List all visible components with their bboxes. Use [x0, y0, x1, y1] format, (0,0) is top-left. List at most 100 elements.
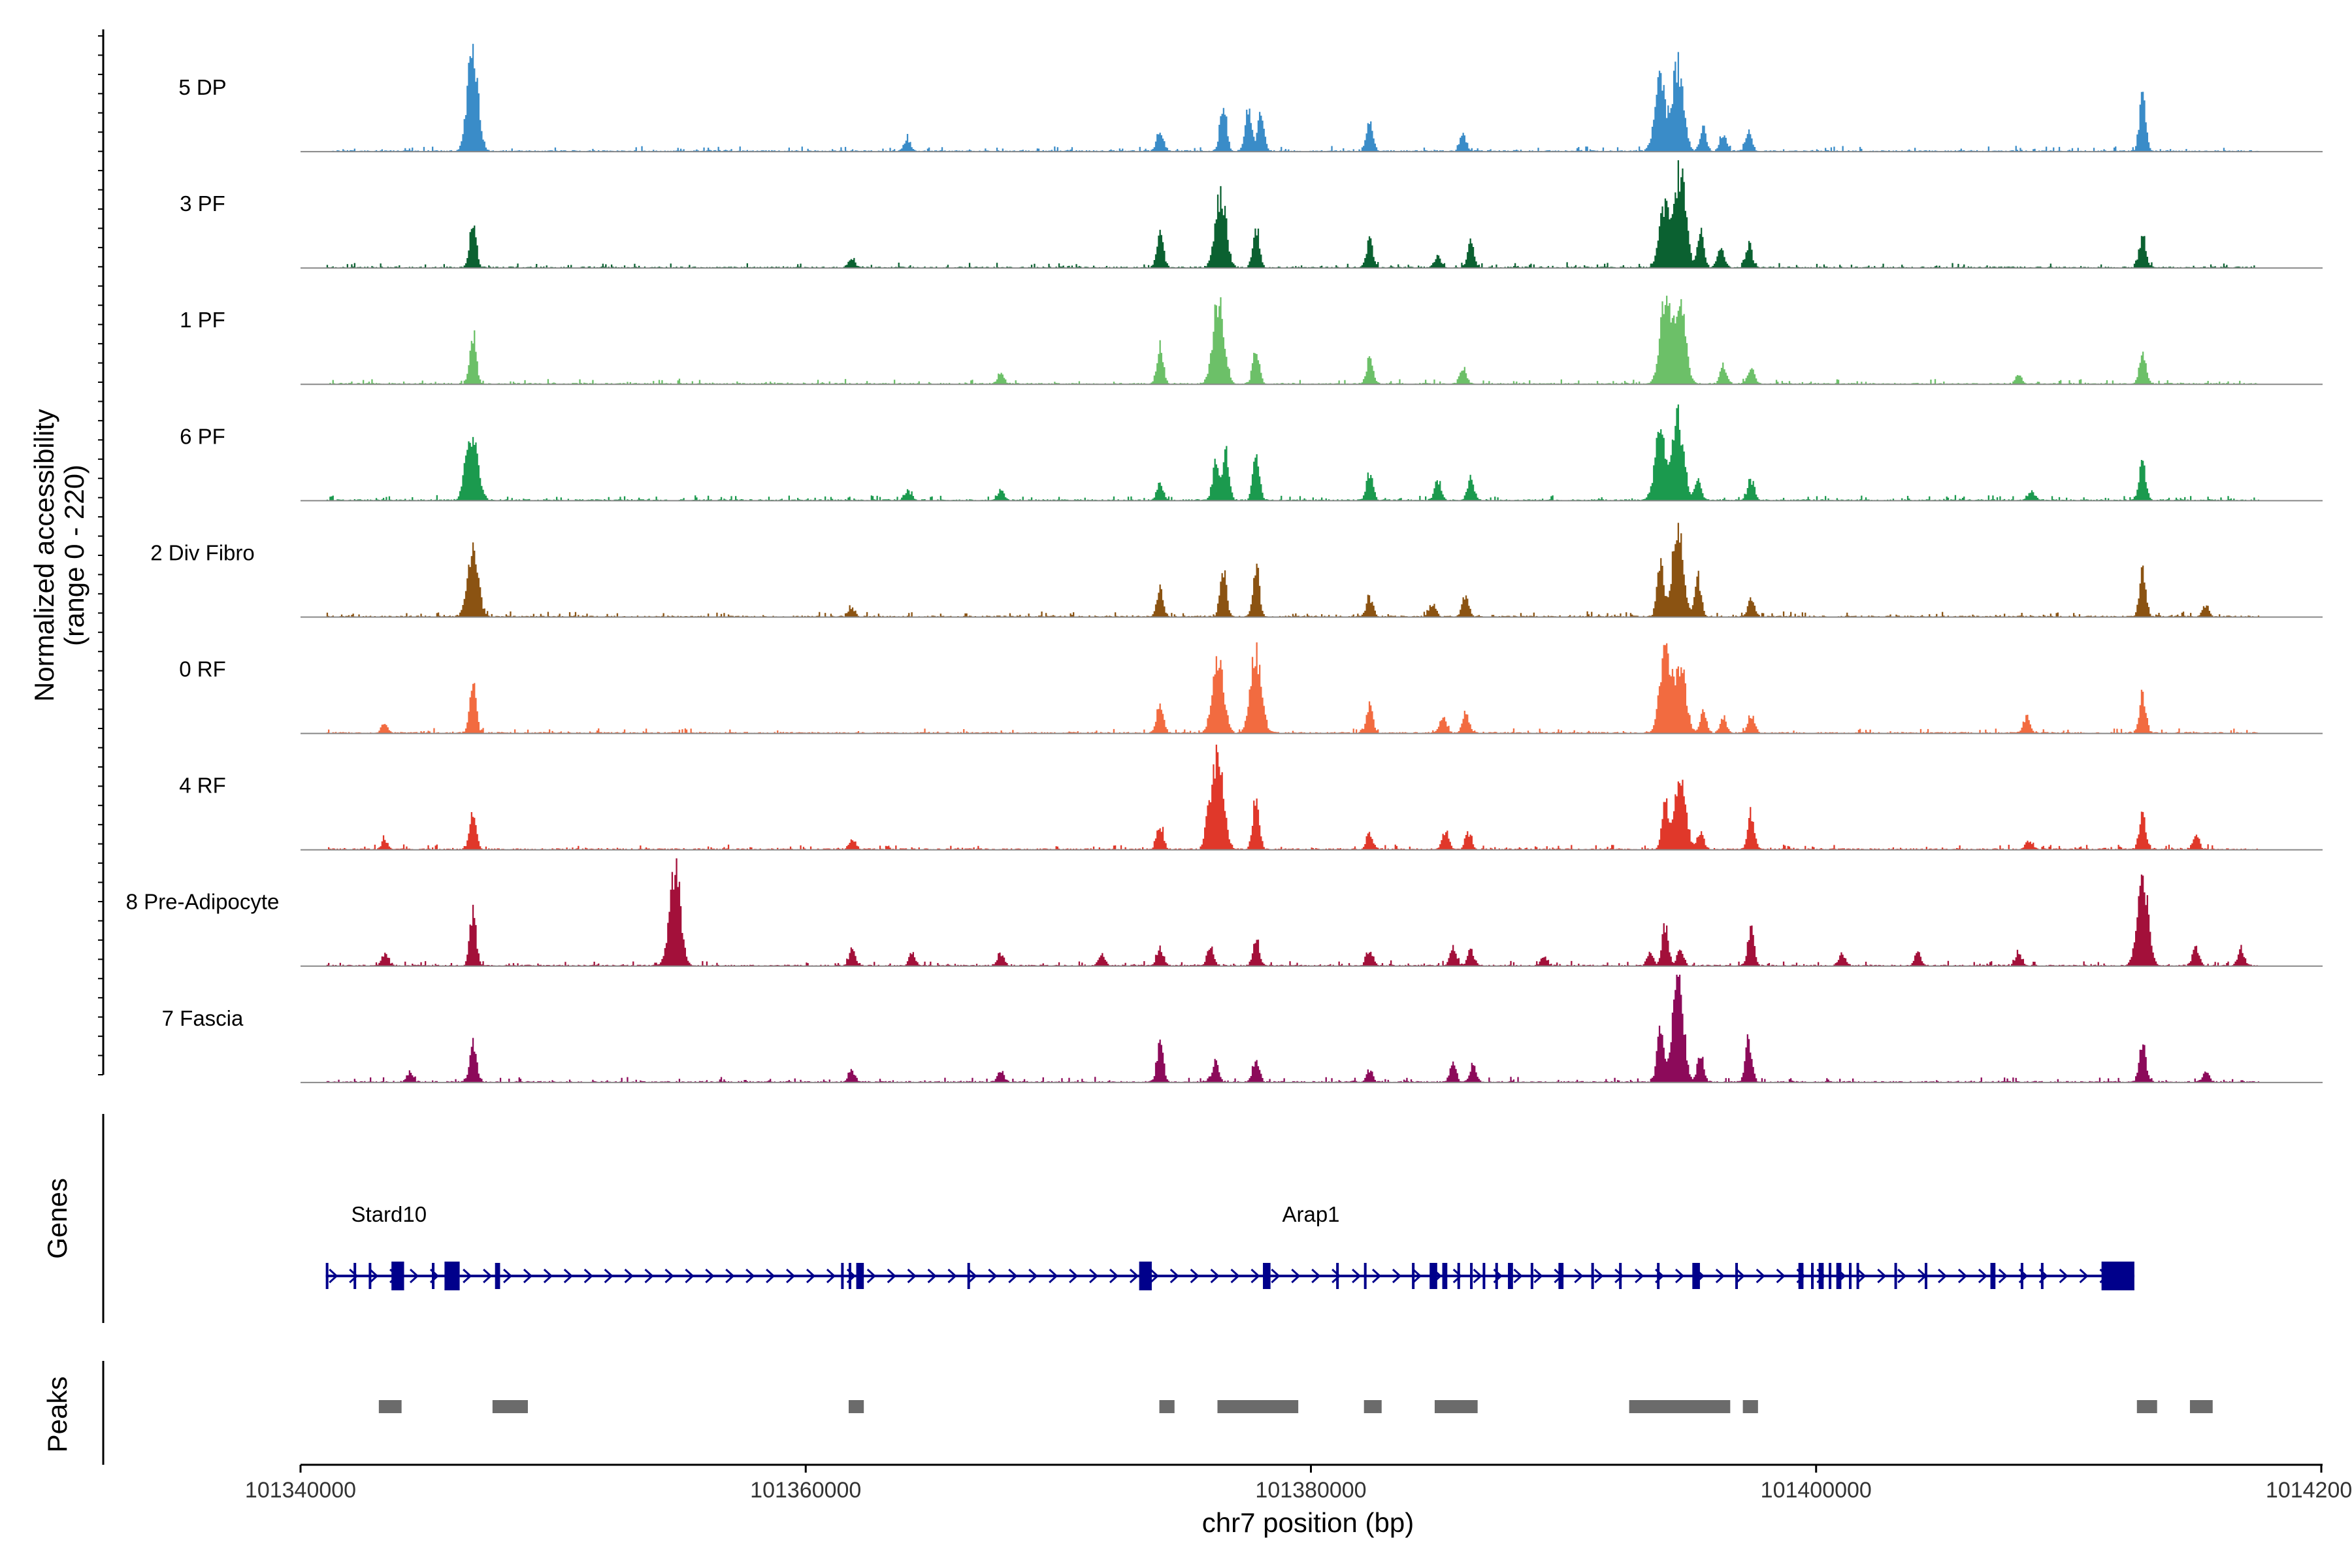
strand-arrow: [543, 1268, 553, 1284]
track-label: 8 Pre-Adipocyte: [126, 890, 280, 914]
exon: [1412, 1263, 1415, 1289]
coverage-area: [301, 404, 2323, 501]
coverage-track: 5 DP: [178, 44, 2323, 153]
strand-arrow: [1756, 1268, 1765, 1284]
exon: [1990, 1263, 1996, 1289]
strand-arrow: [1473, 1268, 1482, 1284]
gene-label: Stard10: [351, 1202, 427, 1226]
strand-arrow: [1352, 1268, 1362, 1284]
exon: [1849, 1263, 1852, 1289]
strand-arrow: [329, 1268, 338, 1284]
track-label: 2 Div Fibro: [150, 540, 255, 564]
exon: [391, 1262, 404, 1290]
x-axis-title: chr7 position (bp): [1202, 1507, 1414, 1538]
x-tick-label: 101380000: [1255, 1478, 1366, 1503]
exon: [1692, 1263, 1700, 1289]
strand-arrow: [1008, 1268, 1018, 1284]
coverage-area: [301, 523, 2323, 617]
track-label: 0 RF: [179, 657, 226, 681]
exon: [2101, 1262, 2134, 1290]
coverage-track: 7 Fascia: [162, 974, 2323, 1083]
track-label: 5 DP: [178, 75, 226, 99]
exon: [1811, 1263, 1814, 1289]
exon: [1735, 1263, 1739, 1289]
strand-arrow: [1614, 1268, 1624, 1284]
strand-arrow: [644, 1268, 654, 1284]
strand-arrow: [1957, 1268, 1968, 1284]
gene: Stard10: [325, 1202, 460, 1290]
coverage-tracks: 5 DP 3 PF 1 PF 6 PF 2 Div Fibro 0 RF 4 RF 8 Pre…: [126, 44, 2323, 1083]
exon: [444, 1262, 460, 1290]
strand-arrow: [1715, 1268, 1725, 1284]
strand-arrow: [1088, 1268, 1099, 1284]
strand-arrow: [1776, 1268, 1786, 1284]
exon: [1829, 1263, 1832, 1289]
strand-arrow: [786, 1268, 796, 1284]
strand-arrow: [1190, 1268, 1200, 1284]
strand-arrow: [1412, 1268, 1422, 1284]
exon: [1798, 1263, 1804, 1289]
exon: [1482, 1263, 1486, 1289]
exon: [1856, 1263, 1859, 1289]
strand-arrow: [369, 1268, 379, 1284]
exon: [368, 1263, 372, 1289]
coverage-track: 8 Pre-Adipocyte: [126, 858, 2323, 967]
x-tick-label: 101360000: [750, 1478, 861, 1503]
peak-region: [1217, 1400, 1299, 1413]
strand-arrow: [1149, 1268, 1160, 1284]
coverage-area: [301, 974, 2323, 1083]
exon: [856, 1263, 864, 1289]
peak-regions-track: [378, 1400, 2213, 1413]
strand-arrow: [409, 1268, 419, 1284]
peak-region: [1364, 1400, 1382, 1413]
strand-arrow: [1169, 1268, 1179, 1284]
track-label: 1 PF: [180, 308, 225, 332]
strand-arrow: [1574, 1268, 1584, 1284]
strand-arrow: [745, 1268, 755, 1284]
genes-track-label: Genes: [42, 1178, 73, 1259]
track-label: 7 Fascia: [162, 1006, 244, 1030]
exon: [2020, 1263, 2023, 1289]
strand-arrow: [1452, 1268, 1462, 1284]
strand-arrow: [705, 1268, 715, 1284]
gene-label: Arap1: [1282, 1202, 1339, 1226]
coverage-track: 1 PF: [180, 295, 2323, 385]
coverage-area: [301, 642, 2323, 734]
strand-arrow: [1291, 1268, 1301, 1284]
strand-arrow: [1978, 1268, 1988, 1284]
exon: [1495, 1263, 1498, 1289]
strand-arrow: [1877, 1268, 1887, 1284]
strand-arrow: [1594, 1268, 1604, 1284]
peak-region: [492, 1400, 528, 1413]
strand-arrow: [1392, 1268, 1402, 1284]
peak-region: [378, 1400, 402, 1413]
peak-region: [1159, 1400, 1175, 1413]
strand-arrow: [2079, 1268, 2089, 1284]
strand-arrow: [1857, 1268, 1867, 1284]
exon: [1657, 1263, 1660, 1289]
strand-arrow: [1129, 1268, 1139, 1284]
exon: [1442, 1263, 1448, 1289]
peak-region: [1629, 1400, 1731, 1413]
x-tick-label: 101340000: [245, 1478, 356, 1503]
exon: [432, 1263, 435, 1289]
strand-arrow: [887, 1268, 896, 1284]
accessibility-y-axis: [98, 29, 105, 1075]
strand-arrow: [624, 1268, 634, 1284]
coverage-track: 4 RF: [179, 744, 2323, 851]
strand-arrow: [2059, 1268, 2068, 1284]
strand-arrow: [563, 1268, 574, 1284]
coverage-area: [301, 295, 2323, 385]
strand-arrow: [1230, 1268, 1240, 1284]
y-axis-title: Normalized accessibility: [29, 409, 59, 702]
gene-annotation-track: Stard10 Arap1: [325, 1202, 2134, 1290]
exon: [848, 1263, 851, 1289]
strand-arrow: [1513, 1268, 1523, 1284]
strand-arrow: [1311, 1268, 1321, 1284]
exon: [1894, 1263, 1897, 1289]
exon: [353, 1263, 357, 1289]
peak-region: [848, 1400, 864, 1413]
strand-arrow: [1271, 1268, 1281, 1284]
strand-arrow: [826, 1268, 836, 1284]
